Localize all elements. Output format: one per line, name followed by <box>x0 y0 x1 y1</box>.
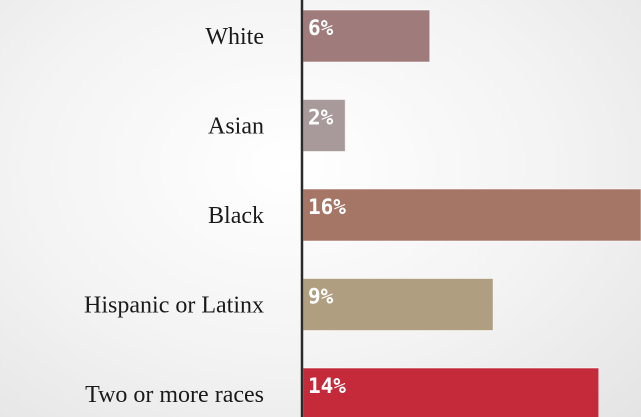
data-label-white: 6% <box>308 16 334 40</box>
bar-black <box>303 189 641 241</box>
data-label-asian: 2% <box>308 106 334 130</box>
data-label-black: 16% <box>308 195 346 219</box>
data-label-two-or-more-races: 14% <box>308 374 346 398</box>
category-label-black: Black <box>208 203 264 229</box>
bar-two-or-more-races <box>303 368 599 417</box>
category-label-white: White <box>205 24 264 50</box>
data-labels: 6% 2% 16% 9% 14% <box>308 16 346 398</box>
bars-group <box>303 10 641 417</box>
category-label-two-or-more-races: Two or more races <box>85 382 264 408</box>
category-label-asian: Asian <box>208 114 264 140</box>
data-label-hispanic-or-latinx: 9% <box>308 285 334 309</box>
category-labels: White Asian Black Hispanic or Latinx Two or … <box>84 24 264 408</box>
category-label-hispanic-or-latinx: Hispanic or Latinx <box>84 293 264 319</box>
